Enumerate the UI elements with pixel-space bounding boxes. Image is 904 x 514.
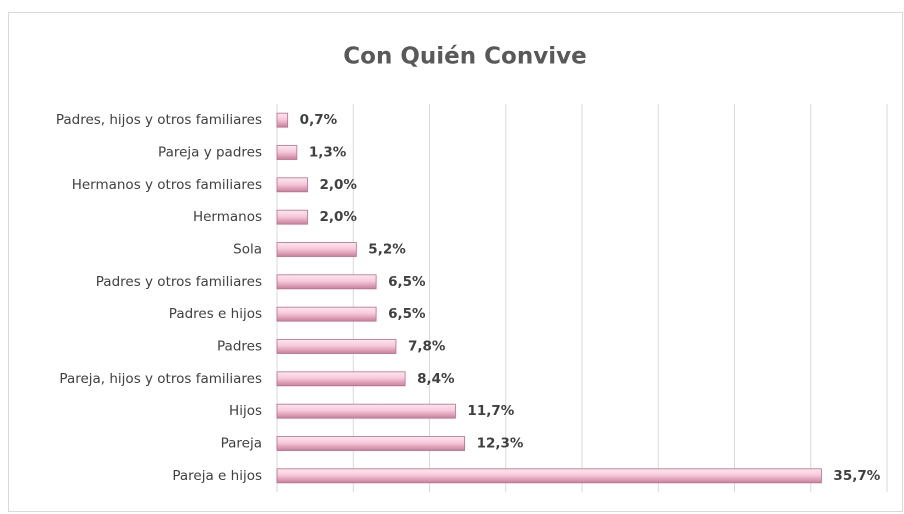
bar	[276, 436, 465, 451]
y-tick-label: Padres	[217, 339, 262, 355]
value-label: 2,0%	[320, 177, 358, 193]
value-label: 35,7%	[833, 468, 880, 484]
value-label: 8,4%	[417, 371, 455, 387]
bar	[276, 242, 357, 257]
bar	[276, 468, 822, 484]
y-tick-label: Hermanos y otros familiares	[72, 177, 262, 193]
y-tick-label: Padres y otros familiares	[96, 274, 262, 290]
value-label: 6,5%	[388, 274, 426, 290]
value-label: 7,8%	[408, 339, 446, 355]
value-label: 11,7%	[467, 403, 514, 419]
bar	[276, 371, 406, 387]
bar	[276, 112, 289, 128]
y-tick-label: Hijos	[229, 403, 262, 419]
bar	[276, 274, 377, 290]
y-tick-label: Padres e hijos	[169, 306, 262, 322]
bar	[276, 145, 298, 160]
y-tick-label: Pareja e hijos	[172, 468, 262, 484]
bar	[276, 306, 377, 322]
value-label: 1,3%	[309, 145, 347, 161]
bar	[276, 339, 397, 354]
value-label: 0,7%	[300, 112, 338, 128]
value-label: 6,5%	[388, 306, 426, 322]
y-tick-label: Pareja, hijos y otros familiares	[59, 371, 262, 387]
bar	[276, 209, 308, 225]
chart-title: Con Quién Convive	[343, 44, 586, 70]
bar	[276, 403, 456, 419]
chart-frame	[8, 12, 903, 512]
bar	[276, 177, 308, 193]
value-label: 12,3%	[477, 436, 524, 452]
y-tick-label: Hermanos	[193, 209, 262, 225]
value-label: 5,2%	[368, 242, 406, 258]
value-label: 2,0%	[320, 209, 358, 225]
y-tick-label: Pareja	[221, 436, 262, 452]
y-tick-label: Padres, hijos y otros familiares	[56, 112, 262, 128]
y-tick-label: Pareja y padres	[158, 145, 262, 161]
y-tick-label: Sola	[233, 242, 262, 258]
